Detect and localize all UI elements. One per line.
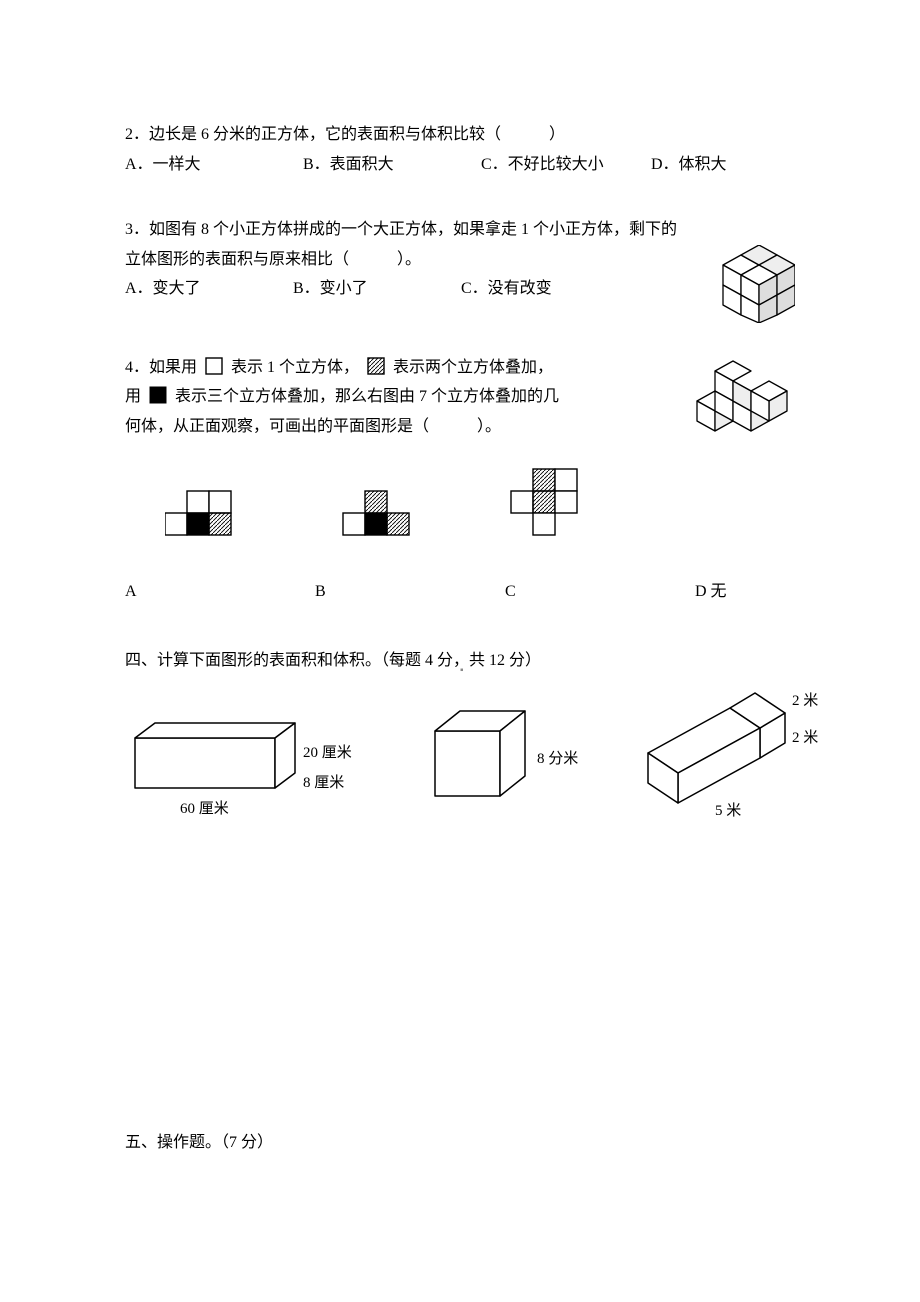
fig-cube-icon: 8 分米 [425,706,535,806]
q4-3d-icon [675,353,795,443]
q4-t3: 表示两个立方体叠加， [393,359,553,376]
q4-label-b: B [315,577,505,607]
fig3-b: 2 米 [792,725,818,753]
q2-options: A．一样大 B．表面积大 C．不好比较大小 D．体积大 [125,150,795,180]
q2-text: 2．边长是 6 分米的正方体，它的表面积与体积比较（ ） [125,120,795,150]
q3-line1: 3．如图有 8 个小正方体拼成的一个大正方体，如果拿走 1 个小正方体，剩下的 [125,215,795,245]
q4-t4: 用 [125,388,141,405]
fig3-c: 5 米 [715,798,741,826]
q2-opt-a: A．一样大 [125,150,255,180]
q4-t2: 表示 1 个立方体， [231,359,359,376]
q4-fig-b [293,489,461,537]
q4-line3: 何体，从正面观察，可画出的平面图形是（ ）。 [125,412,655,442]
section-5: 五、操作题。（7 分） [125,1128,795,1158]
q4-label-d: D 无 [695,577,727,607]
question-4: 4．如果用 表示 1 个立方体， 表示两个立方体叠加， 用 [125,353,795,607]
question-3: 3．如图有 8 个小正方体拼成的一个大正方体，如果拿走 1 个小正方体，剩下的 … [125,215,795,323]
q4-fig-c [460,467,628,537]
q3-opt-b: B．变小了 [293,274,413,304]
white-square-icon [205,357,223,375]
q3-cube-icon [703,245,795,323]
q3-opt-c: C．没有改变 [461,274,552,304]
page-mark-icon: ▪ [460,662,464,681]
q4-option-labels: A B C D 无 [125,577,795,607]
section4-figures: 20 厘米 8 厘米 60 厘米 8 分米 [125,688,795,848]
q4-option-figures [125,467,795,537]
q4-t1: 4．如果用 [125,359,197,376]
fig1-d: 8 厘米 [303,770,344,798]
fig1-w: 60 厘米 [180,796,229,824]
q4-t5: 表示三个立方体叠加，那么右图由 7 个立方体叠加的几 [175,388,559,405]
hatched-square-icon [367,357,385,375]
q4-line2: 用 表示三个立方体叠加，那么右图由 7 个立方体叠加的几 [125,382,655,412]
fig2-s: 8 分米 [537,746,578,774]
q4-fig-a [125,489,293,537]
q2-opt-b: B．表面积大 [303,150,433,180]
q4-label-c: C [505,577,695,607]
question-2: 2．边长是 6 分米的正方体，它的表面积与体积比较（ ） A．一样大 B．表面积… [125,120,795,179]
fig1-h: 20 厘米 [303,740,352,768]
q2-opt-d: D．体积大 [651,150,727,180]
q4-line1: 4．如果用 表示 1 个立方体， 表示两个立方体叠加， [125,353,655,383]
fig-cuboid-icon: 20 厘米 8 厘米 60 厘米 [125,718,305,808]
black-square-icon [149,386,167,404]
fig3-a: 2 米 [792,688,818,716]
q4-label-a: A [125,577,315,607]
section5-title: 五、操作题。（7 分） [125,1128,795,1158]
fig-oblique-prism-icon: 2 米 2 米 5 米 [620,683,800,833]
q3-line2: 立体图形的表面积与原来相比（ ）。 [125,245,683,275]
q3-opt-a: A．变大了 [125,274,245,304]
q2-opt-c: C．不好比较大小 [481,150,631,180]
